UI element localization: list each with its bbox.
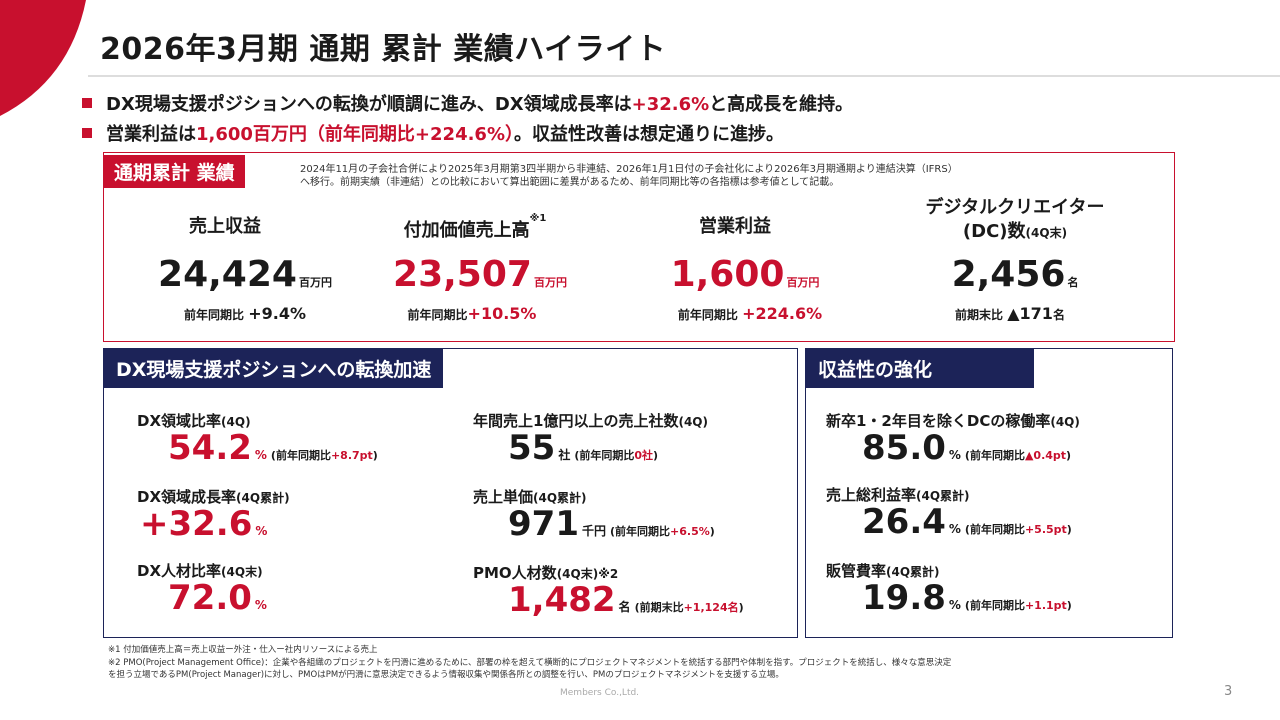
dx-support-panel xyxy=(103,348,798,638)
kpi-number: 23,507 xyxy=(393,254,532,295)
consolidation-note-line: へ移行。前期実績（非連結）との比較において算出範囲に差異があるため、前年同期比等… xyxy=(300,177,840,188)
metric-label-pmo-talent: PMO人材数(4Q末)※2 xyxy=(473,564,619,582)
kpi-compare-operating-profit: 前年同期比 +224.6% xyxy=(625,304,875,323)
kpi-compare-value: +224.6% xyxy=(742,304,823,323)
metric-value-pmo-talent: 1,482 名 (前期末比+1,124名) xyxy=(508,580,744,620)
full-year-results-panel xyxy=(103,152,1175,342)
metric-value-dx-talent-ratio: 72.0% xyxy=(168,578,267,618)
kpi-compare-digital-creators: 前期末比 ▲171名 xyxy=(885,304,1135,323)
metric-value-sga-ratio: 19.8% (前年同期比+1.1pt) xyxy=(862,578,1072,618)
kpi-value-digital-creators: 2,456 名 xyxy=(890,254,1140,295)
metric-label-sga-ratio: 販管費率(4Q累計) xyxy=(826,562,940,580)
kpi-label-operating-profit: 営業利益 xyxy=(699,216,771,237)
title-divider xyxy=(88,75,1280,77)
kpi-unit: 百万円 xyxy=(533,276,567,289)
kpi-compare-value: +9.4% xyxy=(248,304,306,323)
metric-label-large-clients: 年間売上1億円以上の売上社数(4Q) xyxy=(473,412,708,430)
page-title: 2026年3月期 通期 累計 業績ハイライト xyxy=(100,32,667,67)
kpi-label-revenue: 売上収益 xyxy=(189,216,261,237)
bullet-square-icon xyxy=(82,98,92,108)
bullet-text: 。収益性改善は想定通りに進捗。 xyxy=(514,124,784,145)
kpi-compare-value: +10.5% xyxy=(467,304,537,323)
bullet-text: と高成長を維持。 xyxy=(709,94,854,115)
kpi-compare-label: 前年同期比 xyxy=(677,308,738,322)
bullet-highlight: 1,600百万円（前年同期比+224.6%） xyxy=(196,124,514,145)
consolidation-note-line: 2024年11月の子会社合併により2025年3月期第3四半期から非連結、2026… xyxy=(300,164,958,175)
bullet-square-icon xyxy=(82,128,92,138)
kpi-unit: 名 xyxy=(1067,276,1079,289)
bullet-text: 営業利益は xyxy=(106,124,196,145)
profitability-panel xyxy=(805,348,1173,638)
kpi-compare-unit: 名 xyxy=(1052,308,1065,322)
footnote-2: ※2 PMO(Project Management Office)：企業や各組織… xyxy=(108,658,952,668)
profitability-tag: 収益性の強化 xyxy=(806,349,1034,388)
footnote-marker: ※1 xyxy=(529,213,547,224)
kpi-number: 1,600 xyxy=(670,254,785,295)
kpi-label-period: (4Q末) xyxy=(1025,226,1068,240)
metric-label-unit-price: 売上単価(4Q累計) xyxy=(473,488,587,506)
kpi-unit: 百万円 xyxy=(786,276,820,289)
bullet-highlight: +32.6% xyxy=(631,94,710,115)
kpi-compare-label: 前年同期比 xyxy=(407,308,468,322)
kpi-label-text: 付加価値売上高 xyxy=(403,220,530,241)
metric-value-large-clients: 55 社 (前年同期比0社) xyxy=(508,428,659,468)
kpi-value-revenue: 24,424 百万円 xyxy=(120,254,370,295)
metric-label-dx-talent-ratio: DX人材比率(4Q末) xyxy=(137,562,263,580)
bullet-dx-growth: DX現場支援ポジションへの転換が順調に進み、DX領域成長率は+32.6%と高成長… xyxy=(82,90,853,116)
kpi-compare-label: 前年同期比 xyxy=(184,308,245,322)
company-name: Members Co.,Ltd. xyxy=(560,688,640,698)
metric-value-gross-margin: 26.4% (前年同期比+5.5pt) xyxy=(862,502,1072,542)
consolidation-note: 2024年11月の子会社合併により2025年3月期第3四半期から非連結、2026… xyxy=(300,163,1160,189)
kpi-value-value-added-sales: 23,507 百万円 xyxy=(355,254,605,295)
kpi-number: 2,456 xyxy=(951,254,1066,295)
metric-value-unit-price: 971 千円 (前年同期比+6.5%) xyxy=(508,504,715,544)
kpi-compare-revenue: 前年同期比 +9.4% xyxy=(120,304,370,323)
metric-label-dx-growth: DX領域成長率(4Q累計) xyxy=(137,488,290,506)
metric-label-dx-ratio: DX領域比率(4Q) xyxy=(137,412,251,430)
kpi-label-digital-creators: デジタルクリエイター (DC)数(4Q末) xyxy=(895,196,1135,245)
kpi-compare-label: 前期末比 xyxy=(955,308,1004,322)
footnote-1: ※1 付加価値売上高＝売上収益ー外注・仕入ー社内リソースによる売上 xyxy=(108,645,378,655)
bullet-text: DX現場支援ポジションへの転換が順調に進み、DX領域成長率は xyxy=(106,94,632,115)
kpi-compare-value-added-sales: 前年同期比+10.5% xyxy=(347,304,597,323)
metric-value-utilization: 85.0% (前年同期比▲0.4pt) xyxy=(862,428,1072,468)
metric-label-gross-margin: 売上総利益率(4Q累計) xyxy=(826,486,970,504)
bullet-operating-profit: 営業利益は1,600百万円（前年同期比+224.6%）。収益性改善は想定通りに進… xyxy=(82,120,784,146)
metric-value-dx-growth: +32.6% xyxy=(140,504,268,544)
page-number: 3 xyxy=(1224,684,1233,699)
kpi-label-text: (DC)数 xyxy=(962,221,1026,242)
kpi-compare-value: ▲171 xyxy=(1007,304,1053,323)
kpi-label-value-added-sales: 付加価値売上高※1 xyxy=(380,213,570,243)
kpi-label-text: デジタルクリエイター xyxy=(925,197,1105,218)
full-year-results-tag: 通期累計 業績 xyxy=(104,155,245,188)
kpi-number: 24,424 xyxy=(158,254,297,295)
corner-accent-shape xyxy=(0,0,86,116)
metric-label-utilization: 新卒1・2年目を除くDCの稼働率(4Q) xyxy=(826,412,1080,430)
kpi-unit: 百万円 xyxy=(298,276,332,289)
dx-support-tag: DX現場支援ポジションへの転換加速 xyxy=(104,349,444,388)
kpi-value-operating-profit: 1,600 百万円 xyxy=(620,254,870,295)
footnote-2-continued: を担う立場であるPM(Project Manager)に対し、PMOはPMが円滑… xyxy=(108,670,784,680)
metric-value-dx-ratio: 54.2% (前年同期比+8.7pt) xyxy=(168,428,378,468)
